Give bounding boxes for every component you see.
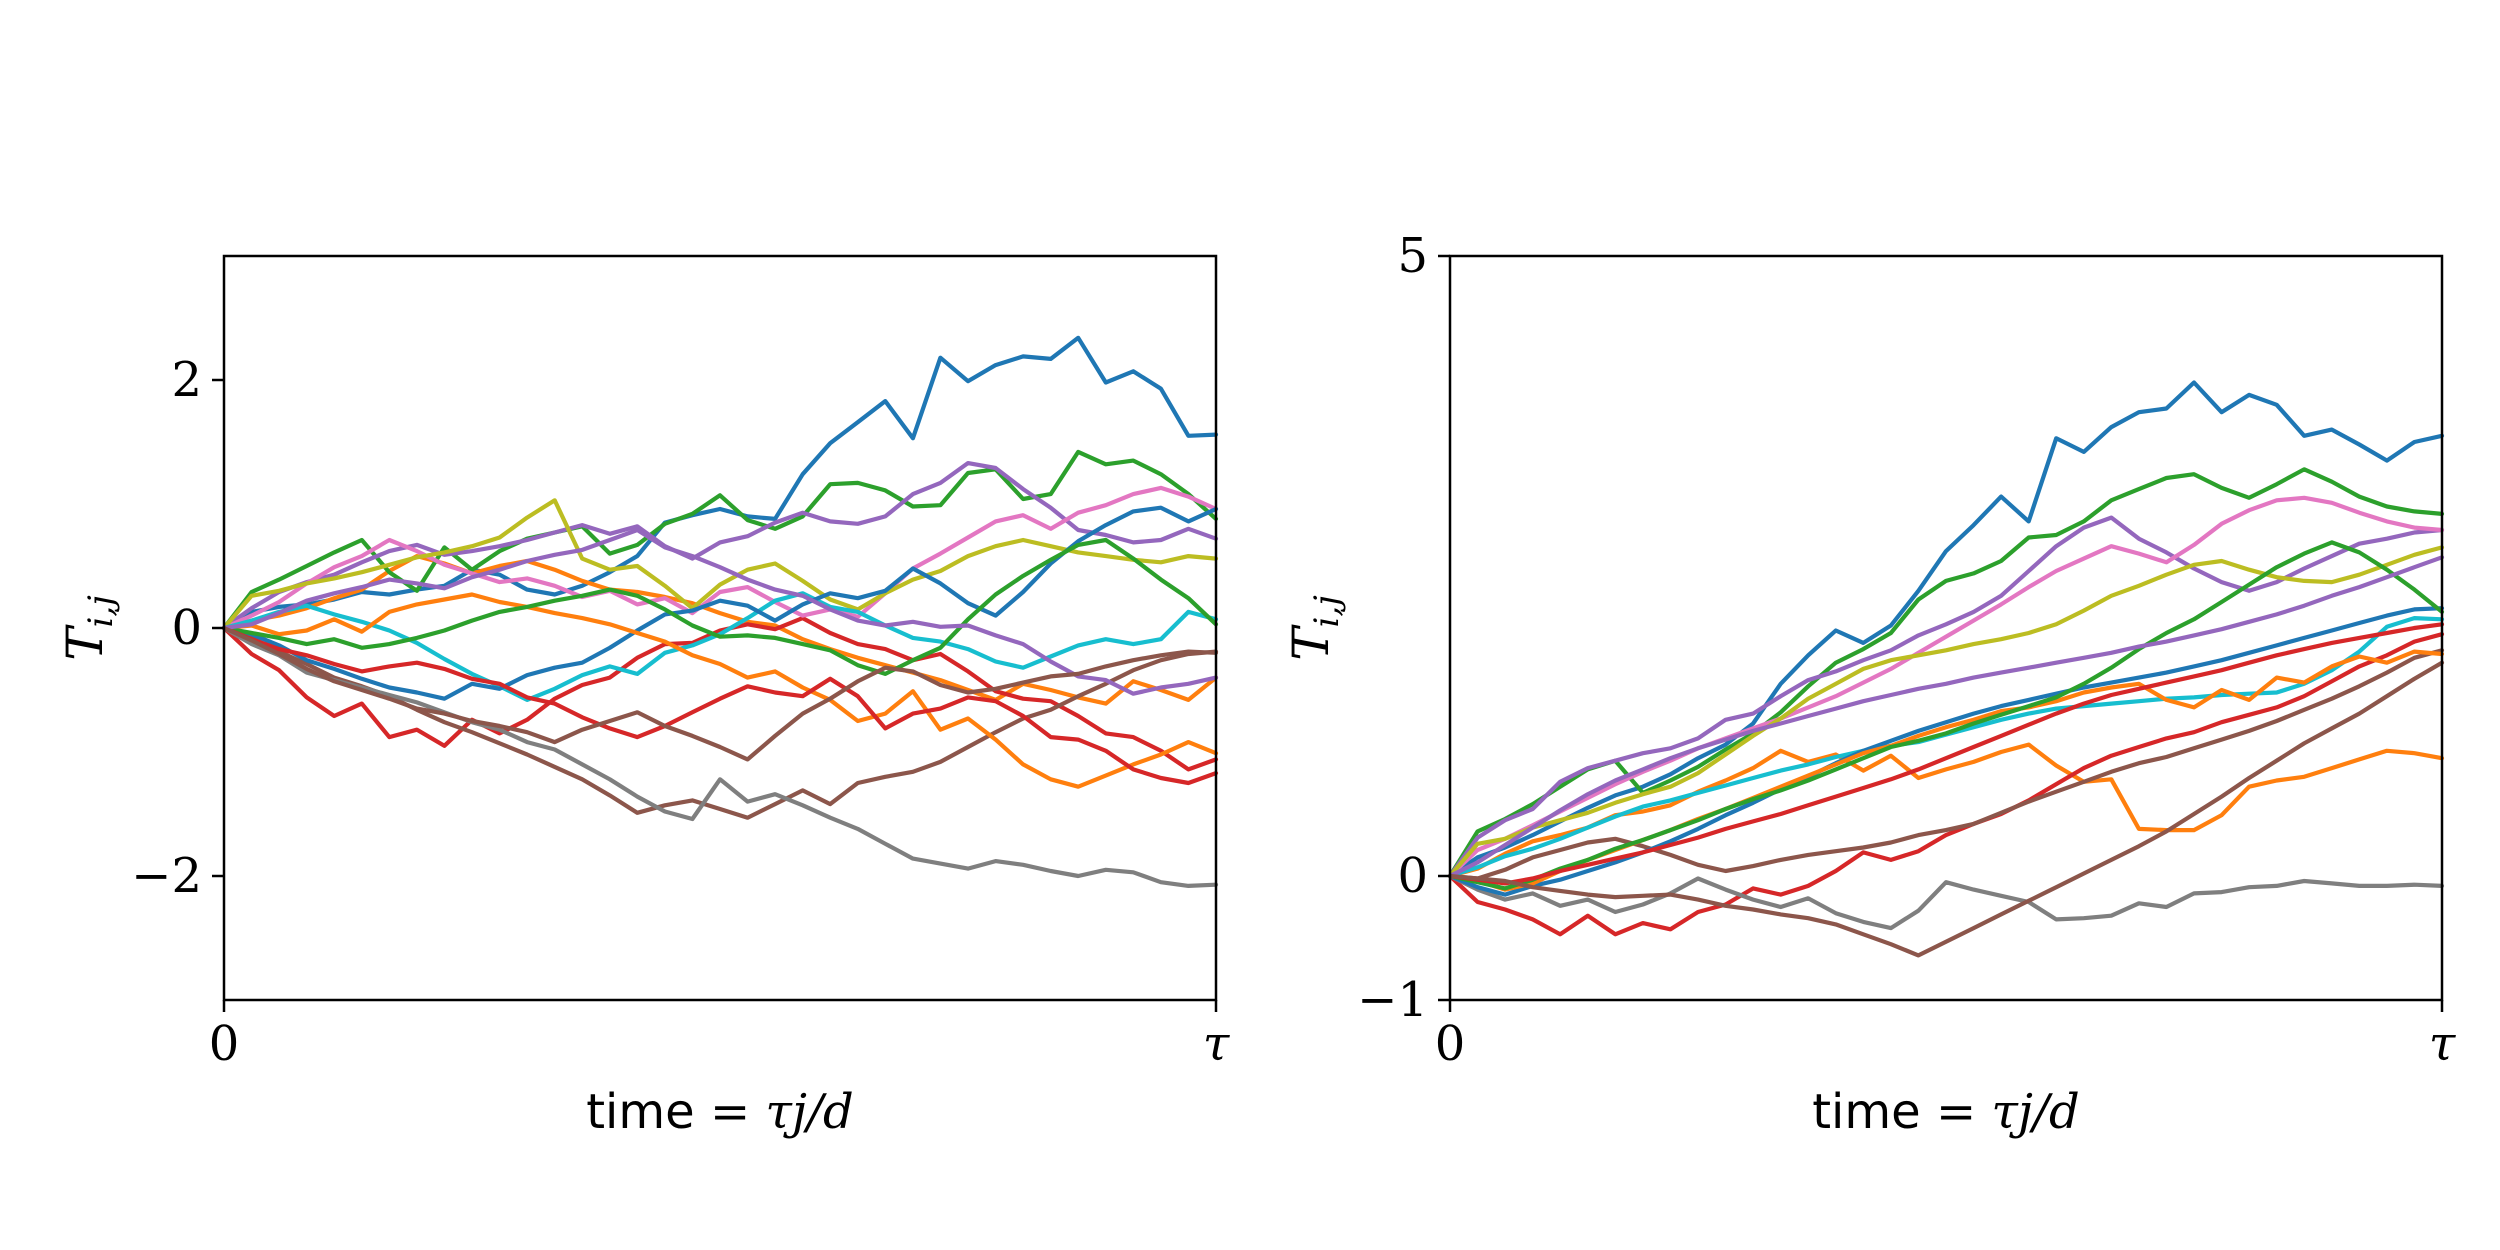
left-chart-y-tick-label-2: 0	[171, 600, 202, 656]
right-chart-series-line-14	[1447, 622, 2445, 886]
right-chart-frame	[1448, 254, 2444, 1002]
left-chart-series-line-16	[221, 625, 1219, 762]
left-chart-series-line-8	[221, 625, 1219, 889]
left-chart-series-line-13	[221, 537, 1219, 677]
right-chart-series-line-5	[1447, 515, 2445, 879]
right-chart-x-tick-label-2: τ	[2429, 1016, 2457, 1072]
right-chart-y-tick-label-3: 5	[1397, 228, 1428, 284]
right-chart-series-line-16	[1447, 660, 2445, 958]
right-chart-y-tick-label-1: −1	[1357, 972, 1428, 1028]
left-chart-series-line-11	[221, 505, 1219, 701]
right-chart-ylabel: Ti,j	[1282, 595, 1347, 661]
right-chart-series-line-1	[1447, 380, 2445, 879]
right-chart-series-line-9	[1447, 545, 2445, 879]
left-chart-series-line-9	[221, 498, 1219, 631]
left-chart-series	[221, 335, 1219, 889]
right-chart-series-line-13	[1447, 540, 2445, 891]
left-chart-series-line-7	[221, 485, 1219, 631]
left-chart-ticks: 0 τ −2 0 2	[131, 352, 1230, 1072]
right-chart-x-tick-label-1: 0	[1435, 1016, 1466, 1072]
left-chart-series-line-15	[221, 527, 1219, 696]
right-chart-y-tick-label-2: 0	[1397, 848, 1428, 904]
right-chart-panel: 0 τ−105 time = τj/d Ti,j	[1282, 228, 2457, 1140]
left-chart-series-line-1	[221, 335, 1219, 631]
left-chart-series-line-6	[221, 625, 1219, 820]
right-chart-xlabel: time = τj/d	[1812, 1084, 2080, 1140]
left-chart-series-line-3	[221, 449, 1219, 631]
right-chart-series-line-11	[1447, 606, 2445, 897]
left-chart-series-line-4	[221, 615, 1219, 772]
left-chart-x-tick-label-1: 0	[209, 1016, 240, 1072]
right-chart-series-line-8	[1447, 873, 2445, 931]
right-chart-series-line-6	[1447, 648, 2445, 881]
right-chart-series-line-3	[1447, 467, 2445, 879]
left-chart-x-tick-label-2: τ	[1203, 1016, 1231, 1072]
left-chart-frame	[222, 254, 1218, 1002]
right-chart-ticks: 0 τ−105	[1357, 228, 2456, 1072]
right-chart-series-line-4	[1447, 632, 2445, 937]
left-chart-y-tick-label-1: −2	[131, 848, 202, 904]
left-chart-series-line-5	[221, 461, 1219, 631]
left-chart-xlabel: time = τj/d	[586, 1084, 854, 1140]
left-chart-panel: 0 τ −2 0 2 time = τj/d Ti,j	[56, 254, 1231, 1140]
left-chart-ylabel: Ti,j	[56, 595, 121, 661]
right-chart-series	[1447, 380, 2445, 958]
left-chart-series-line-14	[221, 625, 1219, 786]
right-chart-series-line-7	[1447, 495, 2445, 879]
left-chart-y-tick-label-3: 2	[171, 352, 202, 408]
left-chart-series-line-12	[221, 592, 1219, 789]
right-chart-series-line-15	[1447, 555, 2445, 879]
left-chart-series-line-10	[221, 591, 1219, 703]
